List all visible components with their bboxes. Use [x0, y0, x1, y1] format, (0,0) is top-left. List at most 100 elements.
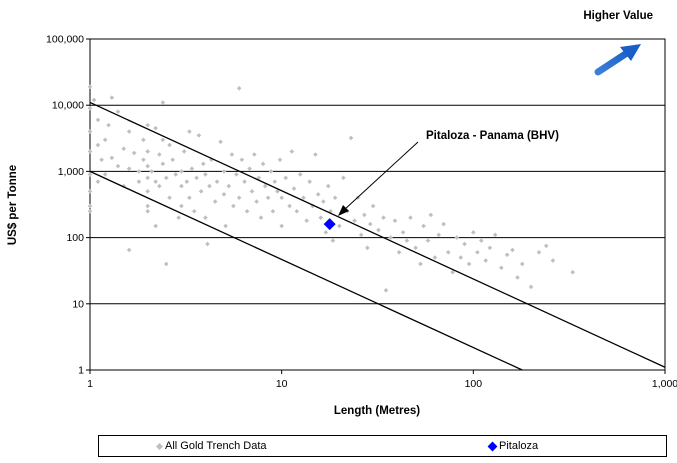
data-point: [365, 245, 370, 251]
data-point: [310, 203, 315, 209]
data-point: [362, 212, 367, 218]
data-point: [157, 152, 162, 157]
data-point: [492, 232, 498, 238]
data-point: [229, 152, 235, 157]
data-point: [121, 146, 127, 152]
legend-label-all-gold: All Gold Trench Data: [165, 440, 267, 452]
data-point: [325, 183, 331, 189]
y-tick-label: 10: [72, 298, 84, 310]
data-point: [214, 179, 220, 184]
data-point: [87, 129, 93, 134]
chart: 1 10 100 1,000 1 10 100 1,000 10,000 100,000 Len…: [7, 10, 677, 417]
data-point: [418, 261, 423, 267]
data-point: [163, 261, 169, 267]
data-point: [231, 203, 236, 209]
data-point: [191, 208, 197, 214]
data-point: [109, 95, 115, 100]
data-point: [109, 155, 115, 161]
data-point: [99, 157, 104, 163]
data-point: [504, 252, 510, 258]
data-point: [91, 97, 97, 103]
data-point: [543, 243, 549, 249]
data-point: [291, 186, 297, 191]
data-point: [157, 183, 162, 189]
data-point: [121, 183, 127, 189]
y-tick-label: 100: [66, 232, 84, 244]
data-point: [126, 166, 132, 171]
data-point: [436, 232, 442, 238]
data-point: [570, 269, 576, 275]
data-point: [187, 129, 192, 134]
data-point: [153, 125, 158, 131]
data-point: [141, 157, 146, 163]
data-point: [136, 179, 142, 184]
data-point: [536, 249, 542, 255]
data-point: [236, 86, 242, 91]
data-point: [87, 203, 93, 209]
data-point: [307, 179, 312, 184]
data-point: [106, 122, 111, 128]
data-point: [218, 139, 223, 145]
data-point: [392, 218, 398, 224]
data-point: [179, 169, 184, 174]
data-point: [388, 235, 393, 240]
data-point: [189, 166, 195, 171]
x-axis-ticks: 1 10 100 1,000: [87, 370, 677, 390]
higher-value-arrow-icon: [594, 44, 641, 76]
legend-item-all-gold: All Gold Trench Data: [155, 440, 267, 452]
data-point: [466, 261, 472, 267]
data-point: [323, 230, 329, 235]
data-point: [234, 172, 239, 177]
data-point: [203, 172, 208, 177]
data-point: [145, 163, 150, 169]
data-point: [279, 195, 284, 201]
data-point: [167, 195, 172, 201]
data-point: [196, 133, 202, 138]
data-point: [478, 238, 484, 243]
x-tick-label: 1: [87, 378, 93, 390]
pitaloza-point: [323, 218, 336, 231]
data-point: [454, 235, 460, 240]
data-point: [408, 215, 413, 220]
data-point: [181, 149, 187, 154]
data-point: [145, 175, 150, 181]
higher-value-label: Higher Value: [583, 10, 653, 22]
reference-line: [89, 101, 666, 368]
data-point: [249, 189, 255, 194]
data-point: [221, 192, 227, 197]
y-tick-label: 100,000: [46, 34, 84, 46]
data-point: [184, 179, 190, 184]
y-axis-label: US$ per Tonne: [7, 165, 19, 245]
data-point: [367, 221, 373, 227]
data-point: [315, 192, 321, 197]
data-point: [179, 203, 184, 209]
y-tick-label: 1: [78, 365, 84, 377]
data-point: [131, 150, 137, 156]
annotation-arrowhead-icon: [338, 205, 349, 216]
data-point: [187, 195, 192, 201]
data-point: [376, 227, 381, 233]
x-tick-label: 10: [276, 378, 288, 390]
data-point: [160, 100, 166, 105]
data-point: [207, 183, 212, 189]
reference-line: [89, 170, 523, 371]
data-point: [141, 137, 146, 143]
data-point: [404, 238, 410, 243]
data-point: [421, 223, 426, 229]
data-point: [205, 241, 210, 247]
data-point: [275, 189, 280, 194]
data-point: [87, 208, 93, 214]
data-point: [294, 208, 300, 214]
data-point: [279, 223, 284, 229]
data-point: [277, 157, 283, 163]
data-point: [87, 189, 93, 194]
data-point: [270, 208, 276, 214]
legend: All Gold Trench Data Pitaloza: [98, 435, 667, 457]
data-point: [160, 161, 166, 167]
data-point: [87, 172, 93, 177]
data-point: [200, 161, 206, 167]
data-point: [432, 255, 438, 260]
data-point: [413, 245, 418, 251]
data-point: [87, 105, 93, 111]
data-point: [87, 149, 93, 154]
